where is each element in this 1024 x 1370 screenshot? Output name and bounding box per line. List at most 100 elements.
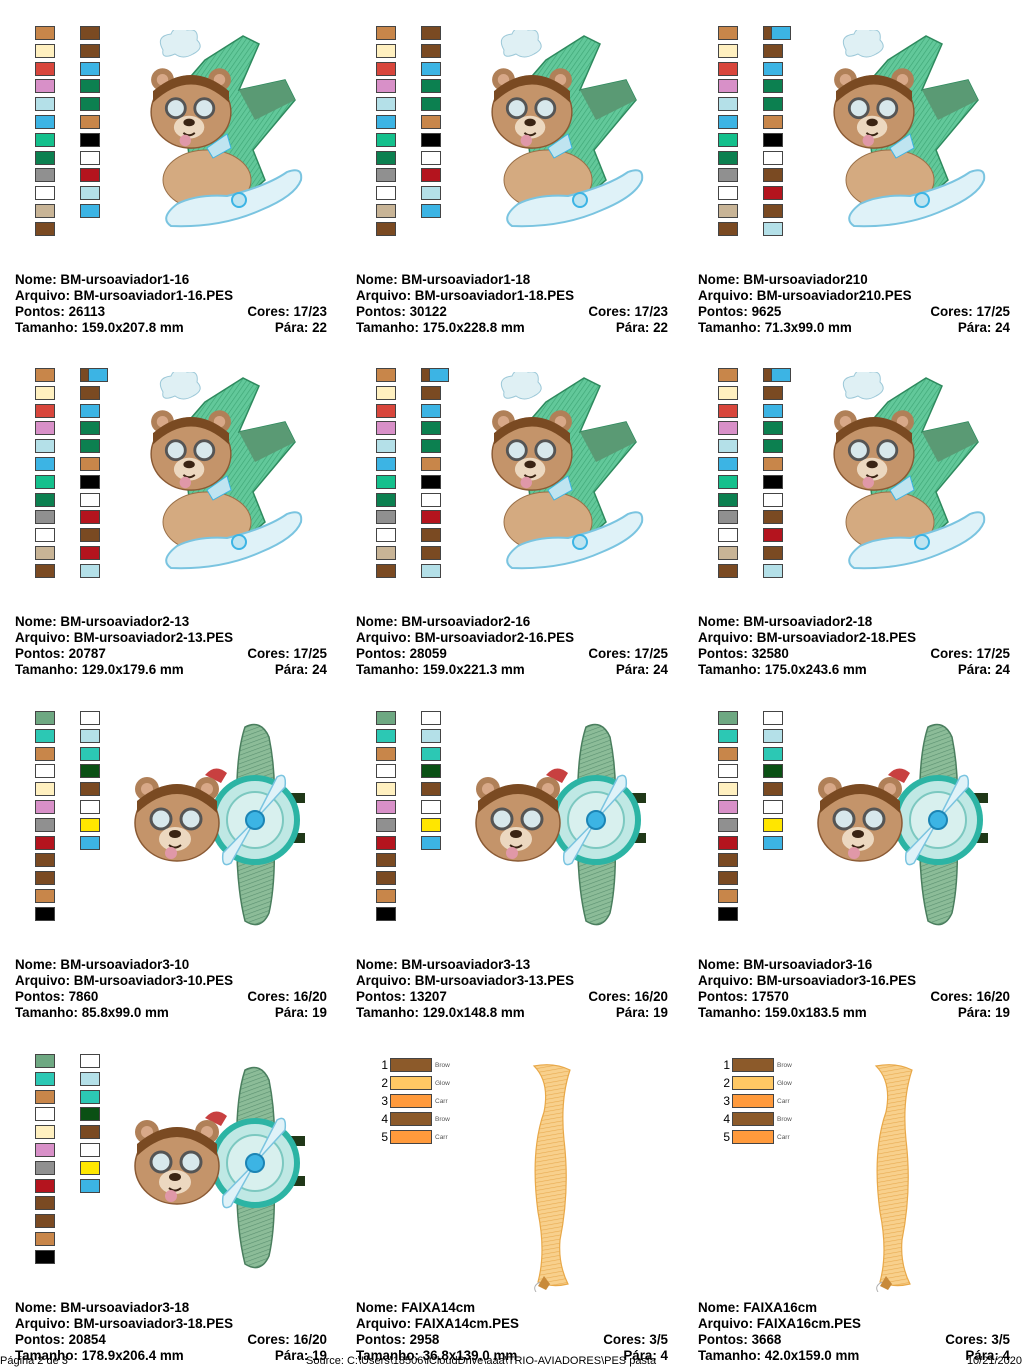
color-swatch [718, 26, 738, 40]
design-card: Nome: BM-ursoaviador3-16 Arquivo: BM-urs… [698, 711, 1024, 1053]
size-label: Tamanho: [698, 1005, 761, 1020]
color-count: 17/25 [976, 646, 1010, 661]
name-label: Nome: [15, 1300, 57, 1315]
stop-count: 19 [312, 1005, 327, 1020]
color-swatch [421, 711, 441, 725]
thread-label: Brow [777, 1115, 792, 1123]
artwork [526, 1062, 586, 1297]
name-row: Nome: BM-ursoaviador1-16 [15, 272, 327, 288]
file-label: Arquivo: [15, 1316, 71, 1331]
color-swatch [376, 403, 396, 418]
color-swatch [80, 132, 100, 147]
size-row: Tamanho: 71.3x99.0 mm Pára: 24 [698, 320, 1010, 336]
thread-number: 1 [723, 1058, 730, 1072]
color-swatch [421, 492, 441, 507]
color-swatch [376, 510, 396, 525]
color-swatch [718, 203, 738, 218]
design-name: BM-ursoaviador3-13 [401, 957, 531, 972]
color-swatch [763, 385, 783, 400]
color-swatch [421, 510, 441, 525]
color-swatch [718, 711, 738, 725]
color-swatch [771, 26, 791, 40]
color-swatch [718, 835, 738, 850]
color-swatch [421, 799, 441, 814]
color-swatch [80, 510, 100, 525]
color-swatch [80, 492, 100, 507]
size-label: Tamanho: [698, 1348, 761, 1363]
color-swatch [80, 421, 100, 436]
name-row: Nome: BM-ursoaviador1-18 [356, 272, 668, 288]
stitch-count: 20854 [68, 1332, 106, 1347]
color-swatch [80, 97, 100, 112]
color-swatch [718, 79, 738, 94]
color-swatch [718, 168, 738, 183]
thread-number: 2 [723, 1076, 730, 1090]
color-swatch [35, 1107, 55, 1122]
color-swatch [80, 782, 100, 797]
stitches-row: Pontos: 2958 Cores: 3/5 [356, 1332, 668, 1348]
bear-aviator-artwork [134, 723, 305, 926]
color-swatch [718, 871, 738, 886]
colors-label: Cores: [930, 989, 973, 1004]
color-swatch [421, 439, 441, 454]
artwork [468, 715, 668, 935]
stops-label: Pára: [957, 320, 992, 335]
file-name: BM-ursoaviador3-13.PES [414, 973, 575, 988]
color-swatch [718, 368, 738, 382]
thread-row: 2 Glow [718, 1074, 792, 1092]
stop-count: 19 [312, 1348, 327, 1363]
color-swatch [763, 817, 783, 832]
file-row: Arquivo: BM-ursoaviador3-10.PES [15, 973, 327, 989]
color-swatch [376, 203, 396, 218]
swatch-column [718, 26, 738, 240]
color-swatch [763, 764, 783, 779]
color-swatch [376, 456, 396, 471]
color-swatch [80, 728, 100, 743]
colors-label: Cores: [247, 304, 290, 319]
stops-label: Pára: [957, 1005, 992, 1020]
color-swatch [35, 906, 55, 921]
color-swatch [35, 528, 55, 543]
color-swatch [80, 474, 100, 489]
color-swatch [80, 79, 100, 94]
design-info: Nome: BM-ursoaviador3-13 Arquivo: BM-urs… [356, 957, 668, 1021]
color-swatch [763, 97, 783, 112]
color-swatch [35, 26, 55, 40]
file-row: Arquivo: FAIXA14cm.PES [356, 1316, 668, 1332]
design-size: 129.0x148.8 mm [422, 1005, 525, 1020]
file-row: Arquivo: BM-ursoaviador1-16.PES [15, 288, 327, 304]
thread-number: 1 [381, 1058, 388, 1072]
color-swatch [80, 1071, 100, 1086]
design-size: 85.8x99.0 mm [81, 1005, 169, 1020]
color-swatch [390, 1058, 432, 1072]
color-swatch [376, 835, 396, 850]
file-row: Arquivo: BM-ursoaviador3-18.PES [15, 1316, 327, 1332]
color-swatch [376, 26, 396, 40]
name-label: Nome: [15, 272, 57, 287]
bear-aviator-artwork [150, 369, 303, 570]
color-swatch [35, 746, 55, 761]
colors-label: Cores: [930, 304, 973, 319]
size-row: Tamanho: 178.9x206.4 mm Pára: 19 [15, 1348, 327, 1364]
color-swatch [35, 186, 55, 201]
color-swatch [763, 421, 783, 436]
file-row: Arquivo: BM-ursoaviador210.PES [698, 288, 1010, 304]
color-count: 17/25 [976, 304, 1010, 319]
color-swatch [718, 545, 738, 560]
color-swatch [80, 711, 100, 725]
color-count: 17/25 [634, 646, 668, 661]
color-swatch [718, 799, 738, 814]
color-swatch [35, 1071, 55, 1086]
design-info: Nome: BM-ursoaviador210 Arquivo: BM-urso… [698, 272, 1010, 336]
file-row: Arquivo: BM-ursoaviador3-16.PES [698, 973, 1010, 989]
stop-count: 22 [653, 320, 668, 335]
thread-row: 4 Brow [376, 1110, 450, 1128]
colors-label: Cores: [588, 989, 631, 1004]
color-swatch [718, 150, 738, 165]
color-swatch [80, 114, 100, 129]
color-swatch [35, 132, 55, 147]
color-swatch [421, 132, 441, 147]
color-swatch [763, 132, 783, 147]
size-label: Tamanho: [15, 1348, 78, 1363]
color-swatch [421, 61, 441, 76]
